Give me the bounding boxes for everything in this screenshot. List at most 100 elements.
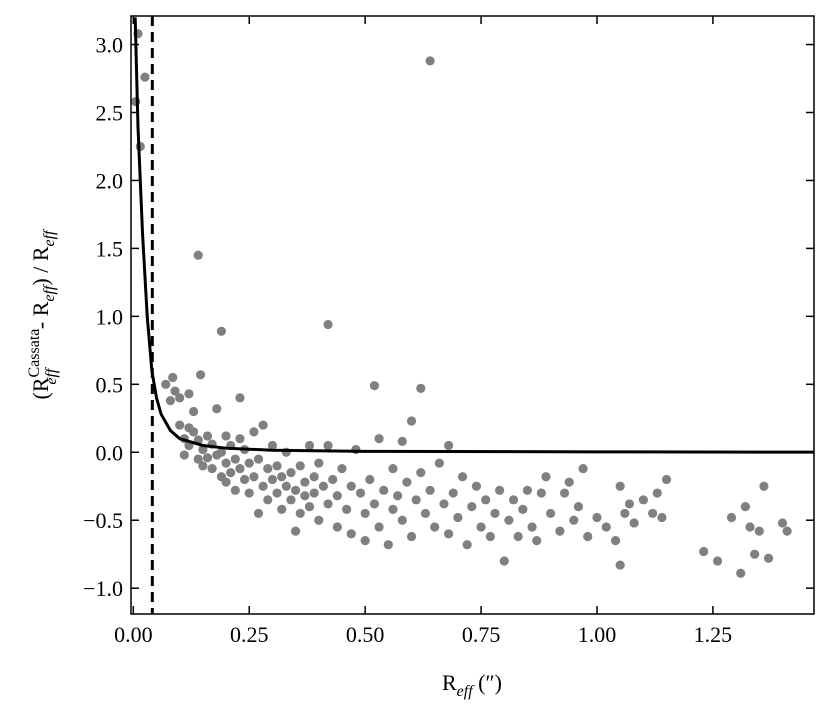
- point: [546, 508, 556, 519]
- point: [578, 463, 588, 474]
- point: [406, 416, 417, 426]
- point: [782, 526, 792, 536]
- point: [374, 434, 384, 444]
- point: [499, 556, 509, 566]
- x-label-part: (″): [473, 670, 502, 695]
- point: [342, 504, 352, 514]
- point: [230, 454, 240, 464]
- point: [281, 481, 291, 491]
- y-tick-label: 0.5: [96, 372, 124, 397]
- point: [388, 463, 398, 474]
- point: [624, 499, 635, 509]
- y-tick-label: −0.5: [83, 508, 123, 533]
- point: [300, 491, 310, 501]
- y-label-part: - R: [28, 301, 53, 334]
- point: [226, 468, 236, 478]
- point: [453, 512, 463, 523]
- point: [434, 458, 444, 468]
- point: [140, 72, 150, 82]
- point: [355, 488, 366, 498]
- point: [615, 560, 625, 570]
- point: [583, 531, 593, 542]
- y-label-sub: eff: [43, 366, 60, 385]
- point: [165, 396, 176, 406]
- point: [304, 502, 315, 512]
- point: [216, 447, 227, 457]
- point: [490, 508, 500, 519]
- point: [337, 463, 347, 474]
- point: [439, 499, 449, 509]
- point: [175, 393, 185, 403]
- y-label-sub: eff: [41, 283, 58, 302]
- point: [277, 472, 287, 482]
- point: [425, 485, 435, 495]
- x-tick-label: 0.00: [114, 622, 153, 647]
- point: [193, 454, 203, 464]
- point: [569, 515, 579, 525]
- point: [195, 370, 206, 380]
- point: [750, 549, 760, 559]
- point: [168, 372, 178, 383]
- y-tick-label: 2.0: [96, 168, 124, 193]
- point: [559, 488, 570, 498]
- point: [402, 477, 412, 487]
- point: [541, 472, 551, 482]
- plot-frame: [130, 15, 815, 615]
- point: [323, 440, 333, 451]
- point: [745, 522, 755, 532]
- point: [267, 440, 278, 451]
- point: [253, 508, 264, 519]
- point: [235, 393, 245, 403]
- point: [374, 522, 384, 532]
- point: [179, 450, 189, 460]
- point: [291, 526, 301, 536]
- point: [406, 531, 417, 542]
- point: [253, 454, 264, 464]
- point: [277, 504, 287, 514]
- y-label-part: ) / R: [28, 246, 53, 285]
- x-label-part: R: [442, 670, 457, 695]
- point: [564, 477, 574, 487]
- point: [249, 472, 259, 482]
- point: [235, 434, 245, 444]
- point: [286, 495, 296, 505]
- point: [332, 522, 342, 532]
- point: [300, 477, 310, 487]
- point: [495, 485, 505, 495]
- point: [286, 468, 296, 478]
- y-label-sup: Cassata: [26, 329, 43, 378]
- point: [518, 504, 528, 514]
- y-label-sub: eff: [41, 228, 58, 247]
- point: [513, 531, 523, 542]
- point: [249, 427, 259, 437]
- point: [393, 491, 403, 501]
- point: [267, 474, 278, 485]
- point: [365, 474, 375, 485]
- point: [652, 488, 662, 498]
- point: [532, 536, 542, 546]
- point: [430, 522, 440, 532]
- point: [759, 481, 769, 491]
- point: [244, 458, 254, 468]
- point: [198, 461, 208, 471]
- point: [467, 502, 477, 512]
- point: [629, 518, 639, 528]
- point: [314, 515, 324, 525]
- point: [699, 546, 709, 557]
- y-tick-label: 3.0: [96, 33, 124, 58]
- point: [527, 522, 537, 532]
- point: [508, 495, 519, 505]
- point: [444, 529, 454, 539]
- x-tick-label: 1.25: [694, 622, 733, 647]
- point: [304, 440, 315, 451]
- point: [476, 522, 486, 532]
- y-tick-label: 1.5: [96, 236, 124, 261]
- point: [740, 502, 750, 512]
- point: [726, 512, 737, 523]
- point: [263, 495, 273, 505]
- point: [416, 468, 426, 478]
- point: [420, 508, 431, 519]
- x-tick-label: 1.00: [578, 622, 617, 647]
- point: [485, 531, 495, 542]
